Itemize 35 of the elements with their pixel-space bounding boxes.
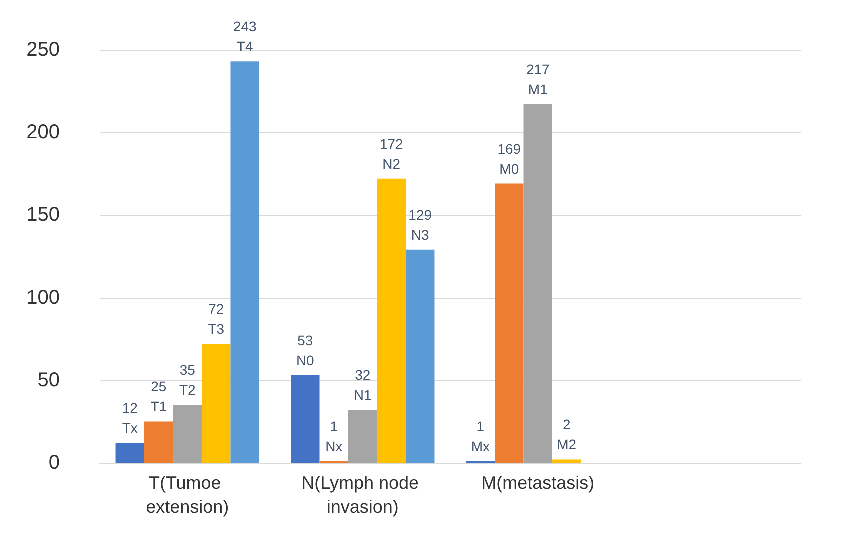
bar bbox=[144, 422, 174, 463]
data-label: 12 Tx bbox=[122, 400, 138, 436]
bar bbox=[377, 178, 406, 463]
data-label: 25 T1 bbox=[150, 378, 168, 415]
y-tick-label: 150 bbox=[26, 204, 60, 226]
y-tick-label: 0 bbox=[48, 452, 60, 474]
y-tick-label: 200 bbox=[26, 122, 60, 144]
data-label: 32 N1 bbox=[354, 367, 372, 404]
x-tick-label: T(Tumoe extension) bbox=[146, 473, 230, 517]
bar bbox=[406, 250, 435, 463]
bar bbox=[348, 410, 378, 463]
bar bbox=[524, 104, 552, 463]
bar bbox=[495, 184, 524, 463]
data-label: 53 N0 bbox=[296, 332, 315, 368]
data-label: 169 M0 bbox=[498, 140, 522, 177]
data-label: 35 T2 bbox=[179, 362, 196, 398]
data-label: 1 Mx bbox=[471, 418, 490, 454]
bar bbox=[116, 443, 145, 463]
y-tick-label: 250 bbox=[26, 39, 60, 61]
bar bbox=[552, 460, 582, 463]
data-label: 217 M1 bbox=[526, 62, 550, 98]
data-label: 129 N3 bbox=[408, 206, 432, 243]
data-label: 72 T3 bbox=[208, 301, 225, 338]
y-tick-label: 50 bbox=[38, 369, 60, 392]
bar bbox=[173, 405, 202, 463]
bar bbox=[291, 375, 320, 463]
x-tick-label: N(Lymph node invasion) bbox=[302, 473, 424, 517]
data-label: 243 T4 bbox=[233, 18, 257, 55]
x-tick-label: M(metastasis) bbox=[482, 473, 595, 493]
y-tick-label: 100 bbox=[26, 286, 60, 309]
data-label: 172 N2 bbox=[380, 136, 404, 172]
data-label: 1 Nx bbox=[326, 418, 343, 454]
data-label: 2 M2 bbox=[557, 416, 577, 453]
bar bbox=[230, 62, 260, 463]
bar bbox=[202, 344, 231, 463]
